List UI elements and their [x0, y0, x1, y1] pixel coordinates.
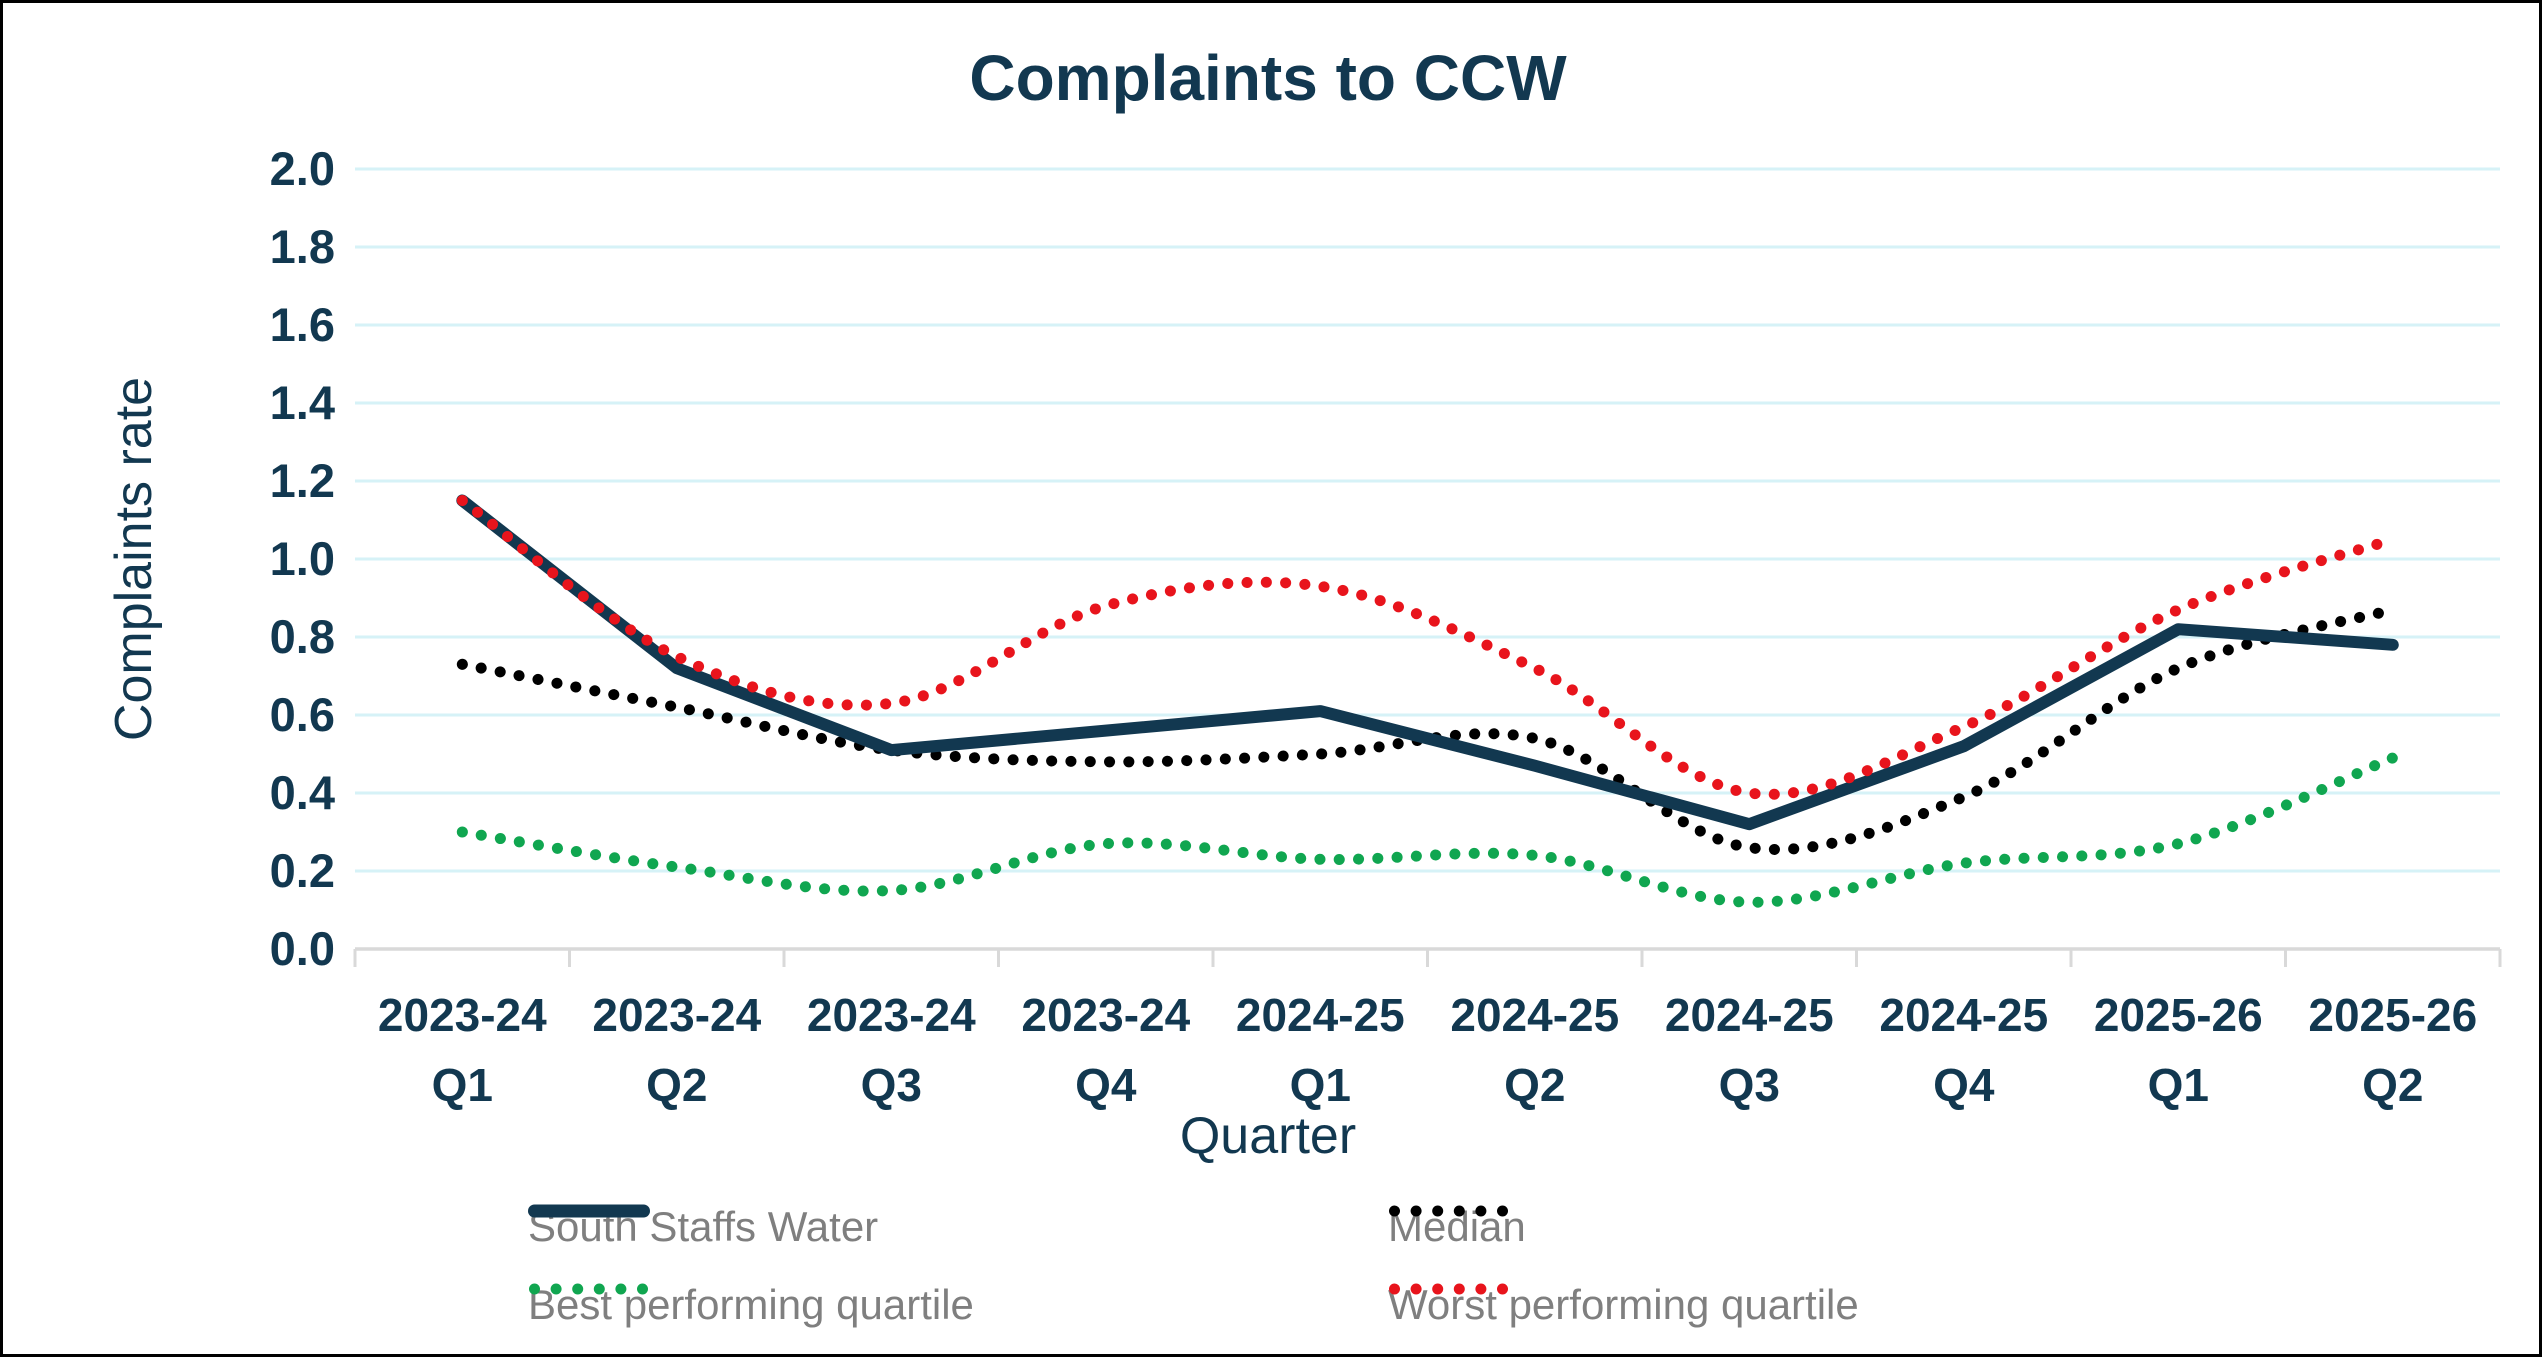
y-tick-label: 0.4 [270, 766, 335, 819]
legend-dot-sample [1410, 1205, 1422, 1217]
x-tick-label: 2023-24 Q2 [592, 989, 761, 1111]
y-tick-label: 1.4 [270, 376, 335, 429]
y-tick-label: 2.0 [270, 142, 335, 195]
tick-labels-layer: 0.0 0.2 0.4 0.6 0.8 1.0 1.2 1.4 1.6 1.8 2.0 2023-24… [270, 142, 2478, 1111]
complaints-line-chart: 0.0 0.2 0.4 0.6 0.8 1.0 1.2 1.4 1.6 1.8 2.0 2023-24… [105, 42, 2502, 1165]
x-tick-label: 2024-25 Q3 [1665, 989, 1834, 1111]
legend-dot-sample [1497, 1205, 1508, 1217]
y-tick-label: 0.2 [270, 844, 335, 897]
legend-dot-sample [593, 1283, 605, 1295]
legend-label: Worst performing quartile [1388, 1281, 1859, 1328]
legend-dot-sample [1389, 1283, 1400, 1295]
x-axis-title: Quarter [1180, 1107, 1356, 1165]
y-tick-label: 1.0 [270, 532, 335, 585]
series-line-best-performing-quartile [456, 752, 2399, 908]
legend-dot-sample [1453, 1205, 1465, 1217]
legend-dot-sample [1475, 1283, 1487, 1295]
x-tick-label: 2025-26 Q2 [2308, 989, 2477, 1111]
legend-dot-sample [1432, 1205, 1444, 1217]
legend-dot-sample [1475, 1205, 1487, 1217]
legend-dot-sample [637, 1283, 648, 1295]
legend-line-sample [528, 1204, 650, 1218]
legend-swatch-median [1389, 1205, 1508, 1217]
legend-swatch-best-performing-quartile [529, 1283, 648, 1295]
series-line-worst-performing-quartile [456, 495, 2399, 800]
x-tick-label: 2025-26 Q1 [2094, 989, 2263, 1111]
x-tick-label: 2024-25 Q1 [1236, 989, 1405, 1111]
x-tick-label: 2023-24 Q4 [1021, 989, 1190, 1111]
legend-dot-sample [550, 1283, 562, 1295]
y-axis-title: Complaints rate [105, 377, 163, 741]
legend-dot-sample [529, 1283, 540, 1295]
legend-dot-sample [1410, 1283, 1422, 1295]
series-layer [456, 494, 2399, 908]
legend-dot-sample [1497, 1283, 1508, 1295]
legend-swatch-south-staffs-water [528, 1204, 650, 1218]
y-tick-label: 0.8 [270, 610, 335, 663]
y-tick-label: 1.8 [270, 220, 335, 273]
series-line-south-staffs-water [456, 494, 2399, 831]
legend-dot-sample [1453, 1283, 1465, 1295]
y-tick-label: 0.6 [270, 688, 335, 741]
y-tick-label: 0.0 [270, 922, 335, 975]
legend-swatch-worst-performing-quartile [1389, 1283, 1508, 1295]
legend-dot-sample [1389, 1205, 1400, 1217]
x-tick-label: 2023-24 Q1 [378, 989, 547, 1111]
x-tick-label: 2024-25 Q2 [1450, 989, 1619, 1111]
x-tick-label: 2023-24 Q3 [807, 989, 976, 1111]
legend-item-median: Median [1388, 1203, 1526, 1251]
chart-title: Complaints to CCW [969, 42, 1567, 114]
legend-item-best-performing-quartile: Best performing quartile [528, 1281, 974, 1329]
legend-item-south-staffs-water: South Staffs Water [528, 1203, 878, 1251]
legend-dot-sample [1432, 1283, 1444, 1295]
y-tick-label: 1.2 [270, 454, 335, 507]
legend-item-worst-performing-quartile: Worst performing quartile [1388, 1281, 1859, 1329]
x-tick-label: 2024-25 Q4 [1879, 989, 2048, 1111]
legend-dot-sample [615, 1283, 627, 1295]
y-tick-label: 1.6 [270, 298, 335, 351]
series-line-median [456, 604, 2399, 855]
legend-dot-sample [572, 1283, 584, 1295]
